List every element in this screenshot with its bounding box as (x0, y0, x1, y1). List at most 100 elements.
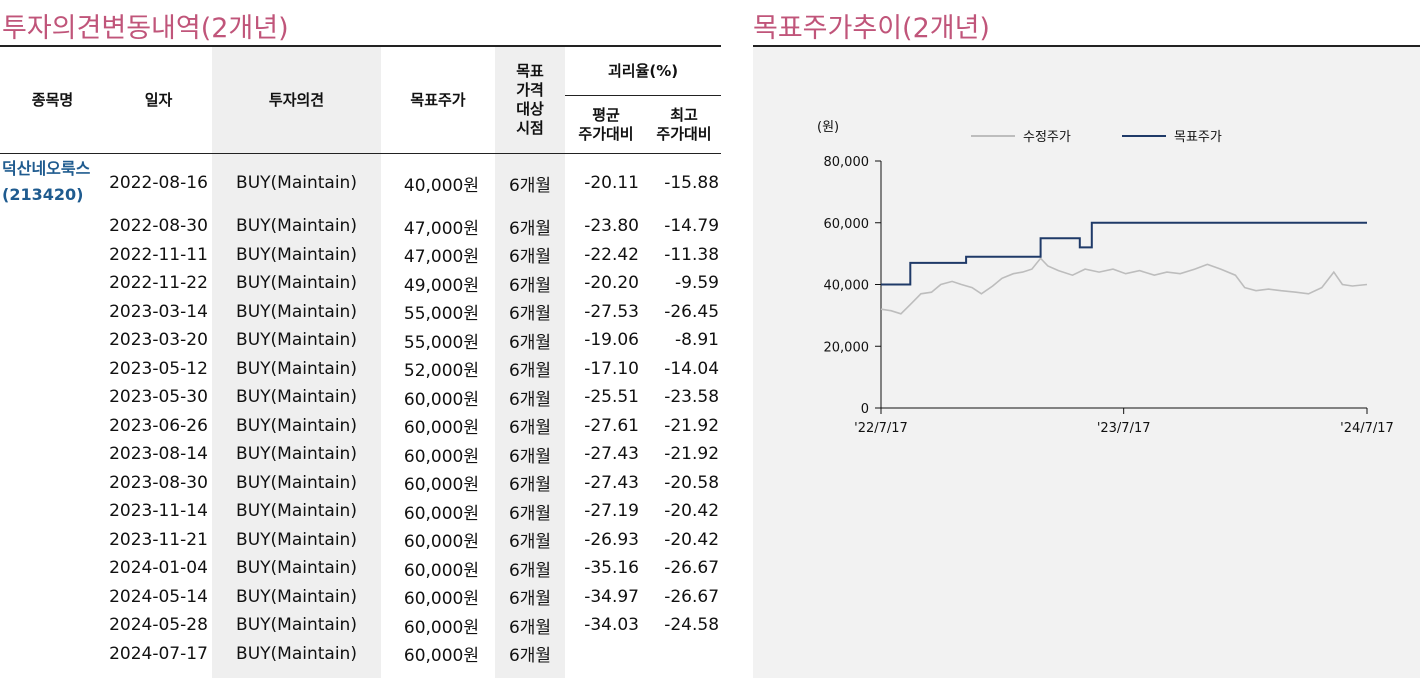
row-target-price: 60,000원 (403, 418, 479, 439)
row-date: 2023-05-30 (109, 387, 208, 408)
row-opinion: BUY(Maintain) (236, 330, 357, 351)
row-target-period: 6개월 (508, 389, 552, 410)
left-section-title: 투자의견변동내역(2개년) (2, 13, 289, 44)
row-avg-disparity: -17.10 (584, 358, 639, 379)
row-date: 2023-08-14 (109, 444, 208, 465)
table-row: 2023-08-14 BUY(Maintain) 60,000원 6개월 -27.43 -… (0, 440, 721, 469)
row-avg-disparity: -27.53 (584, 301, 639, 322)
row-date: 2024-05-28 (109, 615, 208, 636)
row-date: 2022-11-22 (109, 273, 208, 294)
table-row: 2023-06-26 BUY(Maintain) 60,000원 6개월 -27.61 -… (0, 412, 721, 441)
row-opinion: BUY(Maintain) (236, 216, 357, 237)
row-avg-disparity: -34.97 (584, 586, 639, 607)
table-row: 2023-11-14 BUY(Maintain) 60,000원 6개월 -27.19 -… (0, 497, 721, 526)
row-date: 2023-03-14 (109, 301, 208, 322)
row-target-price: 60,000원 (403, 446, 479, 467)
row-max-disparity: -8.91 (675, 330, 720, 351)
row-target-period: 6개월 (508, 532, 552, 553)
row-target-price: 60,000원 (403, 617, 479, 638)
row-target-price: 47,000원 (403, 247, 479, 268)
row-avg-disparity: -27.61 (584, 415, 639, 436)
row-date: 2023-03-20 (109, 330, 208, 351)
row-target-period: 6개월 (508, 332, 552, 353)
row-target-price: 47,000원 (403, 218, 479, 239)
row-avg-disparity: -34.03 (584, 615, 639, 636)
legend-label-target-price: 목표주가 (1174, 130, 1222, 145)
row-max-disparity: -23.58 (664, 387, 720, 408)
row-max-disparity: -20.42 (664, 501, 720, 522)
row-target-period: 6개월 (508, 503, 552, 524)
target-price-chart: (원) 0 20,000 40,000 60,000 80,000 '22/7/17 '23/… (817, 120, 1394, 436)
table-row: 2023-05-30 BUY(Maintain) 60,000원 6개월 -25.51 -… (0, 383, 721, 412)
row-target-period: 6개월 (508, 275, 552, 296)
row-target-price: 52,000원 (403, 361, 479, 382)
row-max-disparity: -24.58 (664, 615, 720, 636)
row-target-price: 60,000원 (403, 646, 479, 667)
row-avg-disparity: -27.19 (584, 501, 639, 522)
y-tick-label: 40,000 (824, 279, 870, 294)
row-target-period: 6개월 (508, 446, 552, 467)
row-opinion: BUY(Maintain) (236, 415, 357, 436)
row-opinion: BUY(Maintain) (236, 387, 357, 408)
row-avg-disparity: -27.43 (584, 444, 639, 465)
legend-label-adjusted-price: 수정주가 (1023, 130, 1071, 145)
y-tick-label: 0 (861, 402, 869, 417)
x-tick-label: '23/7/17 (1097, 421, 1151, 436)
row-avg-disparity (565, 640, 647, 669)
table-row: 2024-07-17 BUY(Maintain) 60,000원 6개월 (0, 640, 721, 669)
company-name-cell: 덕산네오룩스 (213420) (0, 154, 105, 669)
row-date: 2024-01-04 (109, 558, 208, 579)
header-avg-line: 주가대비 (578, 124, 634, 143)
table-row: 2022-11-22 BUY(Maintain) 49,000원 6개월 -20.20 -… (0, 269, 721, 298)
row-opinion: BUY(Maintain) (236, 273, 357, 294)
table-row: 덕산네오룩스 (213420) 2022-08-16 BUY(Maintain) 40,… (0, 154, 721, 213)
table-row: 2023-05-12 BUY(Maintain) 52,000원 6개월 -17.10 -… (0, 355, 721, 384)
row-target-period: 6개월 (508, 475, 552, 496)
table-subheader-row: 평균 주가대비 최고 주가대비 (0, 95, 722, 154)
row-opinion: BUY(Maintain) (236, 558, 357, 579)
row-target-price: 49,000원 (403, 275, 479, 296)
table-row: 2023-08-30 BUY(Maintain) 60,000원 6개월 -27.43 -… (0, 469, 721, 498)
row-opinion: BUY(Maintain) (236, 358, 357, 379)
row-avg-disparity: -19.06 (584, 330, 639, 351)
header-period-line: 대상 (516, 100, 544, 118)
row-max-disparity: -15.88 (664, 173, 720, 193)
left-title-rule (0, 45, 721, 47)
target-price-line (881, 221, 1367, 286)
row-opinion: BUY(Maintain) (236, 586, 357, 607)
row-opinion: BUY(Maintain) (236, 643, 357, 664)
row-opinion: BUY(Maintain) (236, 173, 357, 193)
right-title-rule (753, 45, 1420, 47)
header-opinion: 투자의견 (212, 47, 381, 154)
header-target-price: 목표주가 (381, 47, 495, 154)
adjusted-price-line (880, 257, 1368, 315)
row-date: 2023-06-26 (109, 415, 208, 436)
row-opinion: BUY(Maintain) (236, 444, 357, 465)
row-target-price: 60,000원 (403, 560, 479, 581)
row-date: 2022-08-16 (109, 173, 208, 193)
row-avg-disparity: -20.20 (584, 273, 639, 294)
row-target-price: 55,000원 (403, 332, 479, 353)
row-date: 2023-08-30 (109, 472, 208, 493)
y-tick-label: 80,000 (824, 155, 870, 170)
row-max-disparity: -11.38 (664, 244, 720, 265)
header-disparity: 괴리율(%) (607, 61, 679, 80)
row-target-period: 6개월 (508, 560, 552, 581)
header-max-disparity: 최고 주가대비 (647, 95, 722, 154)
row-avg-disparity: -20.11 (584, 173, 639, 193)
row-max-disparity (647, 640, 721, 669)
header-name: 종목명 (0, 47, 105, 154)
row-max-disparity: -21.92 (664, 415, 720, 436)
row-avg-disparity: -35.16 (584, 558, 639, 579)
header-max-line: 최고 (670, 105, 698, 124)
row-avg-disparity: -25.51 (584, 387, 639, 408)
header-period-line: 가격 (516, 81, 544, 99)
table-row: 2023-03-20 BUY(Maintain) 55,000원 6개월 -19.06 -… (0, 326, 721, 355)
row-target-period: 6개월 (508, 646, 552, 667)
y-tick-label: 60,000 (824, 217, 870, 232)
row-opinion: BUY(Maintain) (236, 615, 357, 636)
row-opinion: BUY(Maintain) (236, 301, 357, 322)
row-target-price: 60,000원 (403, 503, 479, 524)
row-avg-disparity: -26.93 (584, 529, 639, 550)
header-avg-line: 평균 (592, 105, 620, 124)
